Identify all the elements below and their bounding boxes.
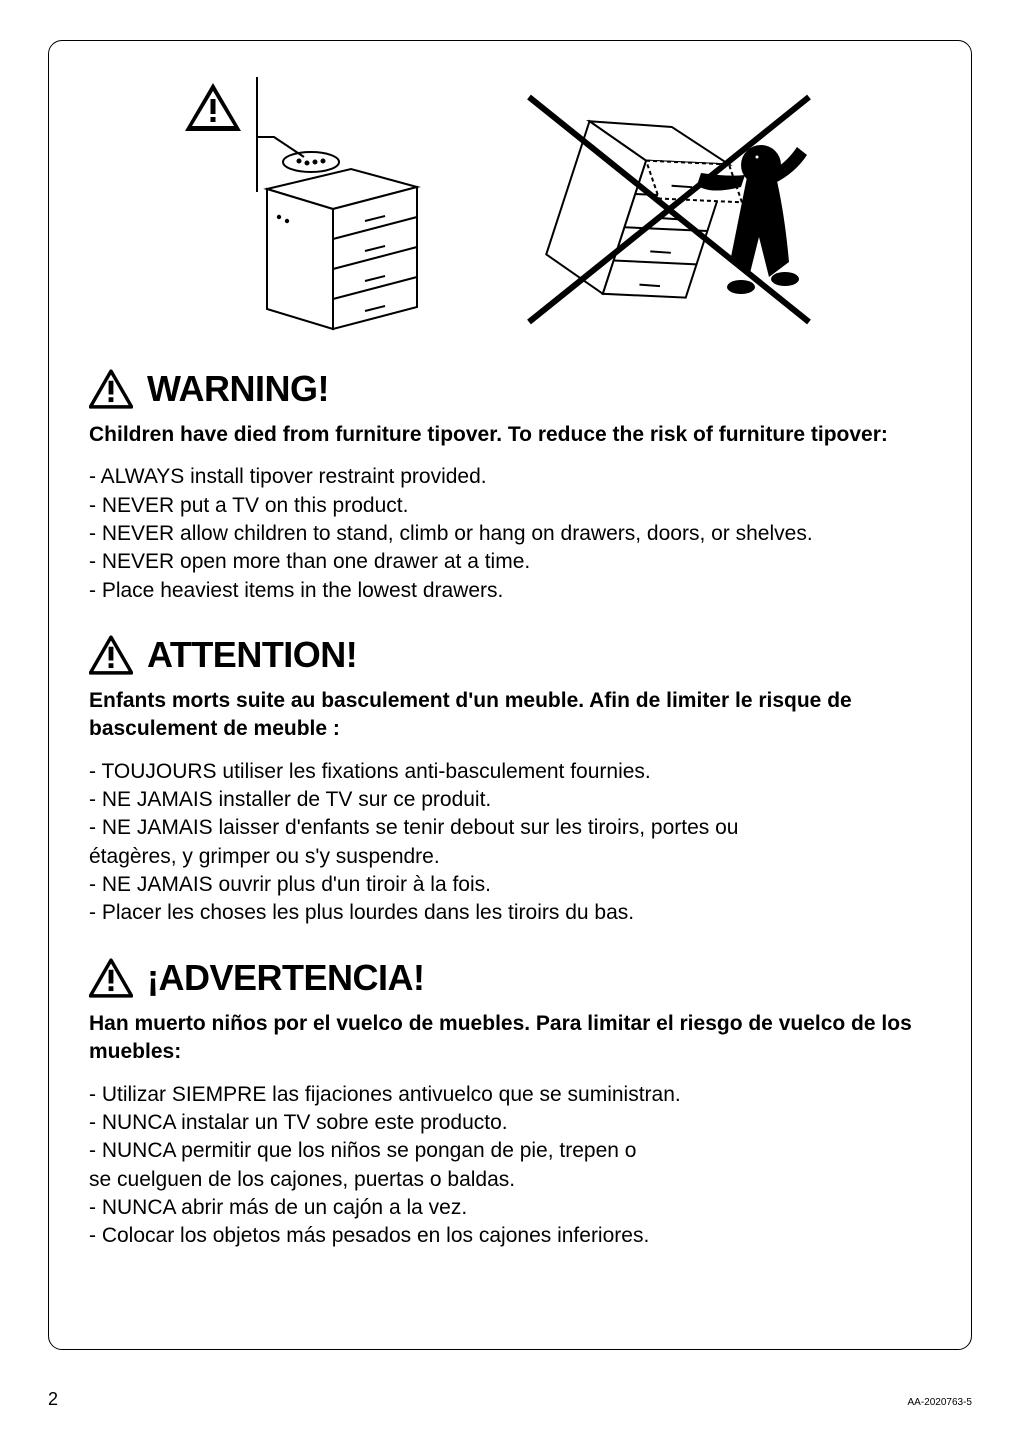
subhead-fr: Enfants morts suite au basculement d'un … bbox=[89, 687, 941, 744]
content-frame: WARNING! Children have died from furnitu… bbox=[48, 40, 972, 1350]
illustration-anchored-dresser bbox=[179, 77, 429, 337]
page-number: 2 bbox=[48, 1389, 58, 1410]
body-es: - Utilizar SIEMPRE las fijaciones antivu… bbox=[89, 1081, 941, 1251]
heading-warning-en: WARNING! bbox=[89, 367, 941, 411]
body-fr: - TOUJOURS utiliser les fixations anti-b… bbox=[89, 758, 941, 928]
warning-triangle-icon bbox=[89, 633, 133, 677]
page-footer: 2 AA-2020763-5 bbox=[48, 1389, 972, 1410]
illustration-tipover-hazard bbox=[509, 77, 829, 337]
warning-triangle-icon bbox=[89, 367, 133, 411]
page: WARNING! Children have died from furnitu… bbox=[0, 0, 1012, 1432]
warning-triangle-icon bbox=[89, 956, 133, 1000]
heading-attention-fr: ATTENTION! bbox=[89, 633, 941, 677]
heading-text: ATTENTION! bbox=[147, 634, 357, 676]
document-id: AA-2020763-5 bbox=[908, 1397, 973, 1408]
subhead-es: Han muerto niños por el vuelco de mueble… bbox=[89, 1010, 941, 1067]
subhead-en: Children have died from furniture tipove… bbox=[89, 421, 941, 449]
illustration-row bbox=[179, 77, 941, 337]
body-en: - ALWAYS install tipover restraint provi… bbox=[89, 463, 941, 605]
heading-text: ¡ADVERTENCIA! bbox=[147, 957, 425, 999]
heading-text: WARNING! bbox=[147, 368, 329, 410]
heading-advertencia-es: ¡ADVERTENCIA! bbox=[89, 956, 941, 1000]
